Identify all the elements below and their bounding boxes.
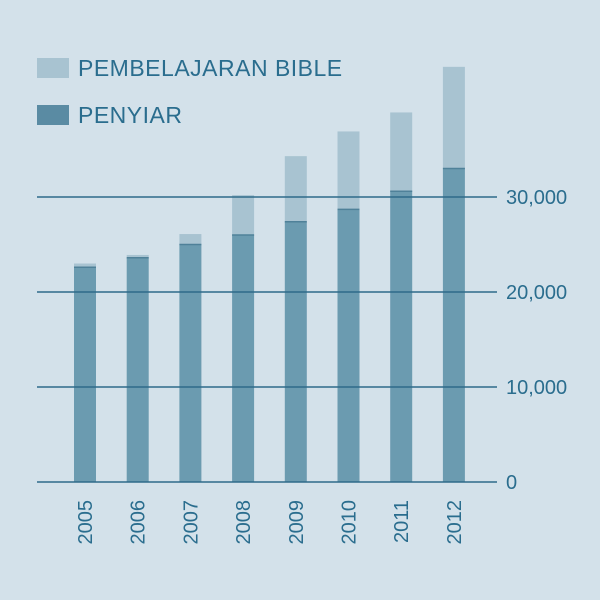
x-category-label-2005: 2005 <box>75 500 97 545</box>
bar-penyiar-2007 <box>179 244 202 482</box>
x-category-label-2008: 2008 <box>233 500 255 545</box>
bar-pembelajaran-bible-2006 <box>126 254 149 258</box>
bar-penyiar-2005 <box>74 267 96 482</box>
y-tick-label-10000: 10,000 <box>506 377 567 399</box>
bar-pembelajaran-bible-2010 <box>337 131 360 210</box>
bar-penyiar-2006 <box>126 257 149 482</box>
gridlines <box>37 196 497 483</box>
x-category-label-2007: 2007 <box>180 500 202 545</box>
x-category-label-2010: 2010 <box>339 500 361 545</box>
x-category-label-2011: 2011 <box>391 500 413 543</box>
bar-penyiar-2011 <box>390 191 413 483</box>
bar-penyiar-2009 <box>284 221 307 482</box>
bar-pembelajaran-bible-2005 <box>74 263 96 268</box>
bar-penyiar-2010 <box>337 209 360 482</box>
x-category-label-2006: 2006 <box>128 500 150 545</box>
x-category-label-2012: 2012 <box>444 500 466 545</box>
x-category-label-2009: 2009 <box>286 500 308 545</box>
legend-swatch-1 <box>37 105 69 125</box>
bar-pembelajaran-bible-2008 <box>232 195 255 235</box>
legend: PEMBELAJARAN BIBLE PENYIAR <box>37 55 343 128</box>
y-tick-label-0: 0 <box>506 472 517 494</box>
x-axis-categories: 2005 2006 2007 2008 2009 2010 2011 2012 <box>75 500 466 545</box>
bar-penyiar-2008 <box>232 235 255 482</box>
y-tick-label-20000: 20,000 <box>506 282 567 304</box>
bars <box>74 66 465 483</box>
bar-pembelajaran-bible-2009 <box>284 156 307 222</box>
bar-pembelajaran-bible-2011 <box>390 112 413 192</box>
legend-label-0: PEMBELAJARAN BIBLE <box>78 55 343 81</box>
bar-pembelajaran-bible-2007 <box>179 234 202 245</box>
bar-pembelajaran-bible-2012 <box>442 66 465 169</box>
bar-penyiar-2012 <box>442 168 465 482</box>
y-axis-ticks: 0 10,000 20,000 30,000 <box>506 187 567 494</box>
legend-label-1: PENYIAR <box>78 102 182 128</box>
y-tick-label-30000: 30,000 <box>506 187 567 209</box>
legend-swatch-0 <box>37 58 69 78</box>
